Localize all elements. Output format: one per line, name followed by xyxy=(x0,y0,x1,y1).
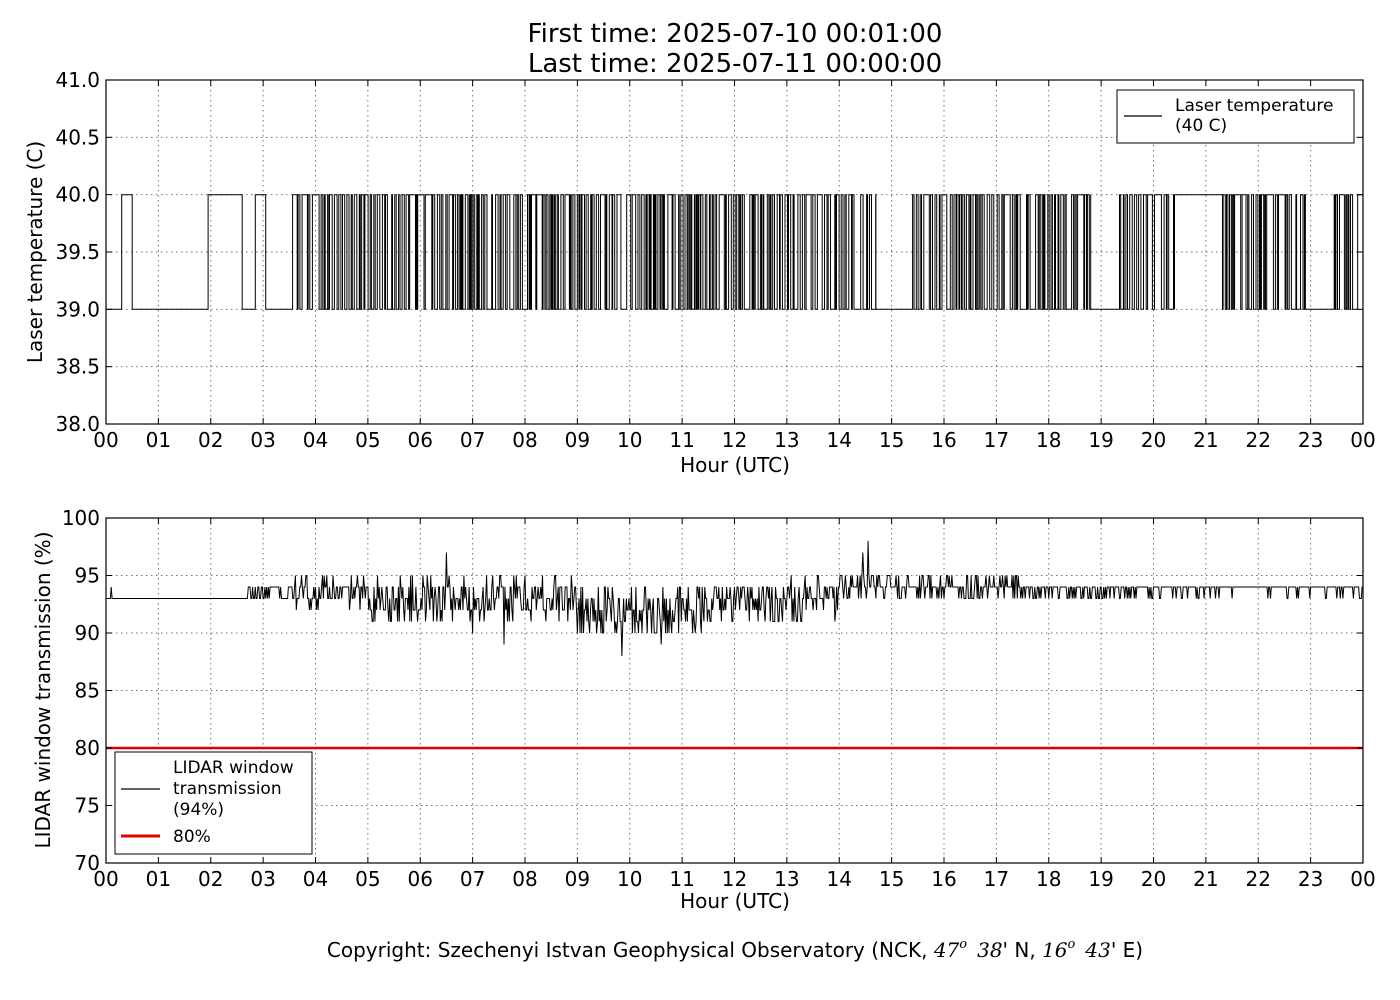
x-tick-label: 11 xyxy=(669,428,694,452)
x-tick-label: 12 xyxy=(722,867,747,891)
laser-temperature-y-ticks: 38.0 38.5 39.0 39.5 40.0 40.5 41.0 xyxy=(55,68,1363,436)
lidar-transmission-y-ticks: 70 75 80 85 90 95 100 xyxy=(62,506,1363,875)
longitude-minutes: 43 xyxy=(1084,938,1110,962)
x-tick-label: 11 xyxy=(669,867,694,891)
x-tick-label: 23 xyxy=(1298,867,1323,891)
lidar-transmission-legend: LIDAR window transmission (94%) 80% xyxy=(114,751,313,855)
x-tick-label: 06 xyxy=(408,428,433,452)
y-tick-label: 95 xyxy=(75,564,100,588)
laser-temperature-chart: 00 01 02 03 04 05 06 07 08 09 10 11 12 13 14 15 16 17 18 19… xyxy=(23,68,1376,477)
laser-temperature-x-axis-label: Hour (UTC) xyxy=(680,453,790,477)
x-tick-label: 14 xyxy=(827,428,852,452)
lidar-transmission-series xyxy=(106,540,1363,750)
x-tick-label: 16 xyxy=(931,867,956,891)
latitude-suffix: ' N, xyxy=(1003,938,1043,962)
x-tick-label: 15 xyxy=(879,867,904,891)
series-laser-temperature xyxy=(106,194,1364,310)
legend-label-line-2: (40 C) xyxy=(1175,116,1227,136)
x-tick-label: 09 xyxy=(565,867,590,891)
x-tick-label: 22 xyxy=(1246,867,1271,891)
degree-mark: o xyxy=(1068,937,1076,952)
x-tick-label: 05 xyxy=(355,428,380,452)
x-tick-label: 18 xyxy=(1036,867,1061,891)
latitude-minutes: 38 xyxy=(977,938,1002,962)
lidar-transmission-x-ticks: 00 01 02 03 04 05 06 07 08 09 10 11 12 13 14 15 16 17 18 19… xyxy=(93,518,1376,891)
legend-label-line-2: transmission xyxy=(173,779,282,799)
x-tick-label: 22 xyxy=(1246,428,1271,452)
x-tick-label: 06 xyxy=(408,867,433,891)
laser-temperature-series xyxy=(106,194,1364,310)
x-tick-label: 02 xyxy=(198,867,223,891)
x-tick-label: 01 xyxy=(146,428,171,452)
legend-label-threshold: 80% xyxy=(173,827,211,847)
x-tick-label: 14 xyxy=(827,867,852,891)
x-tick-label: 10 xyxy=(617,428,642,452)
y-tick-label: 90 xyxy=(75,621,100,645)
x-tick-label: 15 xyxy=(879,428,904,452)
y-tick-label: 40.0 xyxy=(55,183,100,207)
x-tick-label: 04 xyxy=(303,867,328,891)
x-tick-label: 20 xyxy=(1141,428,1166,452)
chart-title-line-1: First time: 2025-07-10 00:01:00 xyxy=(528,19,943,49)
x-tick-label: 02 xyxy=(198,428,223,452)
y-tick-label: 40.5 xyxy=(55,125,100,149)
lidar-transmission-y-axis-label: LIDAR window transmission (%) xyxy=(31,532,55,849)
x-tick-label: 08 xyxy=(512,428,537,452)
y-tick-label: 38.0 xyxy=(55,412,100,436)
legend-label-line-1: LIDAR window xyxy=(173,758,294,778)
latitude-degrees: 47 xyxy=(933,938,960,962)
series-lidar-transmission xyxy=(106,540,1363,657)
x-tick-label: 08 xyxy=(512,867,537,891)
x-tick-label: 16 xyxy=(931,428,956,452)
y-tick-label: 70 xyxy=(75,851,100,875)
longitude-suffix: ' E) xyxy=(1111,938,1143,962)
longitude-degrees: 16 xyxy=(1042,938,1068,962)
y-tick-label: 41.0 xyxy=(55,68,100,92)
x-tick-label: 17 xyxy=(984,867,1009,891)
x-tick-label: 09 xyxy=(565,428,590,452)
x-tick-label: 13 xyxy=(774,867,799,891)
x-tick-label: 00 xyxy=(1350,428,1375,452)
x-tick-label: 19 xyxy=(1088,428,1113,452)
lidar-transmission-chart: 00 01 02 03 04 05 06 07 08 09 10 11 12 13 14 15 16 17 18 19… xyxy=(31,506,1376,913)
x-tick-label: 00 xyxy=(93,428,118,452)
degree-mark: o xyxy=(959,937,967,952)
x-tick-label: 07 xyxy=(460,428,485,452)
laser-temperature-legend: Laser temperature (40 C) xyxy=(1116,89,1355,144)
y-tick-label: 80 xyxy=(75,736,100,760)
y-tick-label: 39.0 xyxy=(55,297,100,321)
x-tick-label: 20 xyxy=(1141,867,1166,891)
y-tick-label: 85 xyxy=(75,679,100,703)
x-tick-label: 21 xyxy=(1193,428,1218,452)
x-tick-label: 03 xyxy=(250,867,275,891)
x-tick-label: 12 xyxy=(722,428,747,452)
x-tick-label: 01 xyxy=(146,867,171,891)
x-tick-label: 07 xyxy=(460,867,485,891)
copyright-prefix: Copyright: Szechenyi Istvan Geophysical … xyxy=(327,938,934,962)
x-tick-label: 18 xyxy=(1036,428,1061,452)
x-tick-label: 00 xyxy=(1350,867,1375,891)
lidar-transmission-x-axis-label: Hour (UTC) xyxy=(680,889,790,913)
y-tick-label: 75 xyxy=(75,794,100,818)
x-tick-label: 04 xyxy=(303,428,328,452)
x-tick-label: 05 xyxy=(355,867,380,891)
y-tick-label: 38.5 xyxy=(55,355,100,379)
laser-temperature-y-axis-label: Laser temperature (C) xyxy=(23,141,47,363)
laser-temperature-x-ticks: 00 01 02 03 04 05 06 07 08 09 10 11 12 13 14 15 16 17 18 19… xyxy=(93,80,1376,452)
x-tick-label: 21 xyxy=(1193,867,1218,891)
x-tick-label: 10 xyxy=(617,867,642,891)
x-tick-label: 13 xyxy=(774,428,799,452)
x-tick-label: 23 xyxy=(1298,428,1323,452)
x-tick-label: 00 xyxy=(93,867,118,891)
y-tick-label: 39.5 xyxy=(55,240,100,264)
copyright-text: Copyright: Szechenyi Istvan Geophysical … xyxy=(327,937,1143,962)
x-tick-label: 17 xyxy=(984,428,1009,452)
legend-label-line-3: (94%) xyxy=(173,800,224,820)
x-tick-label: 03 xyxy=(250,428,275,452)
x-tick-label: 19 xyxy=(1088,867,1113,891)
y-tick-label: 100 xyxy=(62,506,100,530)
chart-title-line-2: Last time: 2025-07-11 00:00:00 xyxy=(528,49,942,79)
legend-label-line-1: Laser temperature xyxy=(1175,96,1333,116)
